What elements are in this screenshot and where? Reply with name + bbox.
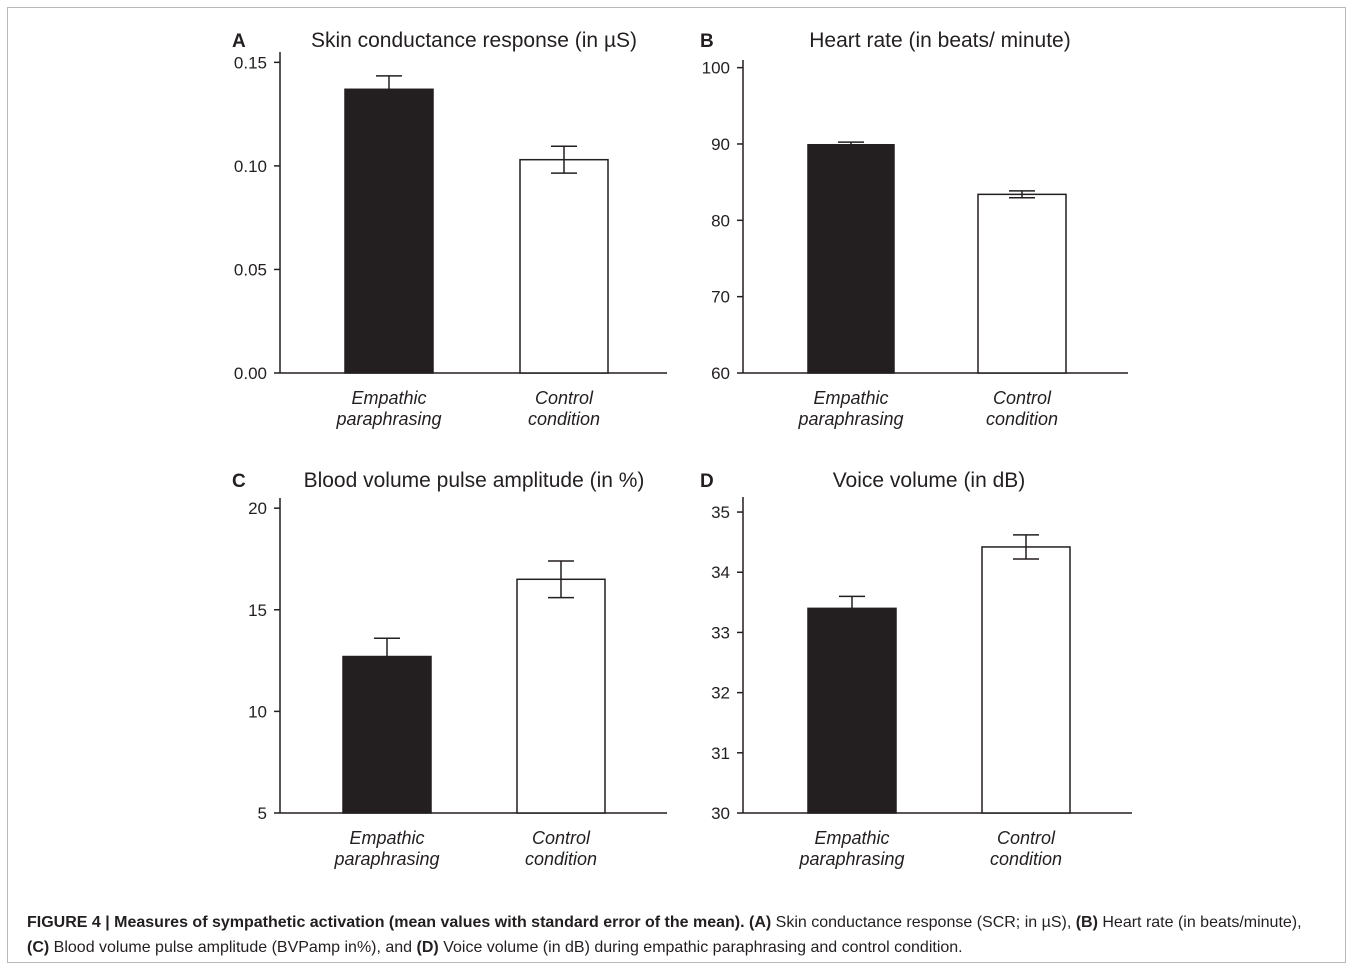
caption-ref-d: (D) (416, 939, 439, 956)
panel-letter-b: B (700, 31, 714, 52)
category-label-d: paraphrasing (798, 849, 904, 869)
category-label-a: paraphrasing (335, 409, 441, 429)
category-label-c: paraphrasing (333, 849, 439, 869)
bar-b-control (977, 193, 1067, 374)
panel-letter-d: D (700, 471, 714, 492)
category-label-d: Control (997, 828, 1056, 848)
figure-frame (7, 7, 1346, 963)
y-tick-label-d: 32 (711, 684, 730, 703)
y-tick-label-c: 15 (248, 601, 267, 620)
category-label-c: Empathic (349, 828, 424, 848)
figure-charts: A Skin conductance response (in µS) 0.00 0.… (232, 29, 1132, 869)
category-label-b: paraphrasing (797, 409, 903, 429)
category-label-a: Empathic (351, 388, 426, 408)
y-tick-label-d: 31 (711, 744, 730, 763)
y-tick-label-c: 5 (258, 804, 267, 823)
y-tick-label-a: 0.00 (234, 364, 267, 383)
bar-a-control (519, 158, 609, 374)
bar-c-control (516, 578, 606, 814)
panel-title-c: Blood volume pulse amplitude (in %) (304, 469, 645, 492)
panel-letter-a: A (232, 31, 246, 52)
category-label-b: Empathic (813, 388, 888, 408)
caption-ref-b: (B) (1075, 914, 1098, 931)
y-tick-label-a: 0.10 (234, 157, 267, 176)
y-tick-label-b: 60 (711, 364, 730, 383)
category-label-a: Control (535, 388, 594, 408)
category-label-d: Empathic (814, 828, 889, 848)
y-tick-label-a: 0.05 (234, 260, 267, 279)
caption-ref-c: (C) (27, 939, 50, 956)
category-label-d: condition (990, 849, 1062, 869)
y-tick-label-b: 80 (711, 211, 730, 230)
caption-text-a: Skin conductance response (SCR; in µS), (771, 914, 1076, 931)
category-label-c: condition (525, 849, 597, 869)
bar-a-empathic (344, 88, 434, 374)
panel-title-b: Heart rate (in beats/ minute) (809, 29, 1070, 52)
category-label-b: Control (993, 388, 1052, 408)
y-tick-label-d: 34 (711, 563, 730, 582)
caption-text-c: Blood volume pulse amplitude (BVPamp in%… (49, 939, 417, 956)
y-tick-label-c: 10 (248, 702, 267, 721)
y-tick-label-a: 0.15 (234, 53, 267, 72)
panel-title-a: Skin conductance response (in µS) (311, 29, 637, 52)
bar-b-empathic (807, 143, 895, 374)
y-tick-label-b: 90 (711, 135, 730, 154)
figure-caption: FIGURE 4 | Measures of sympathetic activ… (27, 910, 1327, 960)
panel-title-d: Voice volume (in dB) (833, 469, 1026, 492)
caption-ref-a: (A) (749, 914, 772, 931)
caption-text-d: Voice volume (in dB) during empathic par… (438, 939, 963, 956)
category-label-a: condition (528, 409, 600, 429)
panel-letter-c: C (232, 471, 246, 492)
caption-text-b: Heart rate (in beats/minute), (1097, 914, 1302, 931)
caption-label: FIGURE 4 | Measures of sympathetic activ… (27, 914, 745, 931)
y-tick-label-d: 35 (711, 503, 730, 522)
bar-d-empathic (807, 607, 897, 814)
category-label-c: Control (532, 828, 591, 848)
y-tick-label-c: 20 (248, 499, 267, 518)
y-tick-label-b: 100 (702, 59, 730, 78)
y-tick-label-d: 30 (711, 804, 730, 823)
y-tick-label-d: 33 (711, 623, 730, 642)
category-label-b: condition (986, 409, 1058, 429)
y-tick-label-b: 70 (711, 288, 730, 307)
bar-d-control (981, 546, 1071, 814)
bar-c-empathic (342, 655, 432, 814)
